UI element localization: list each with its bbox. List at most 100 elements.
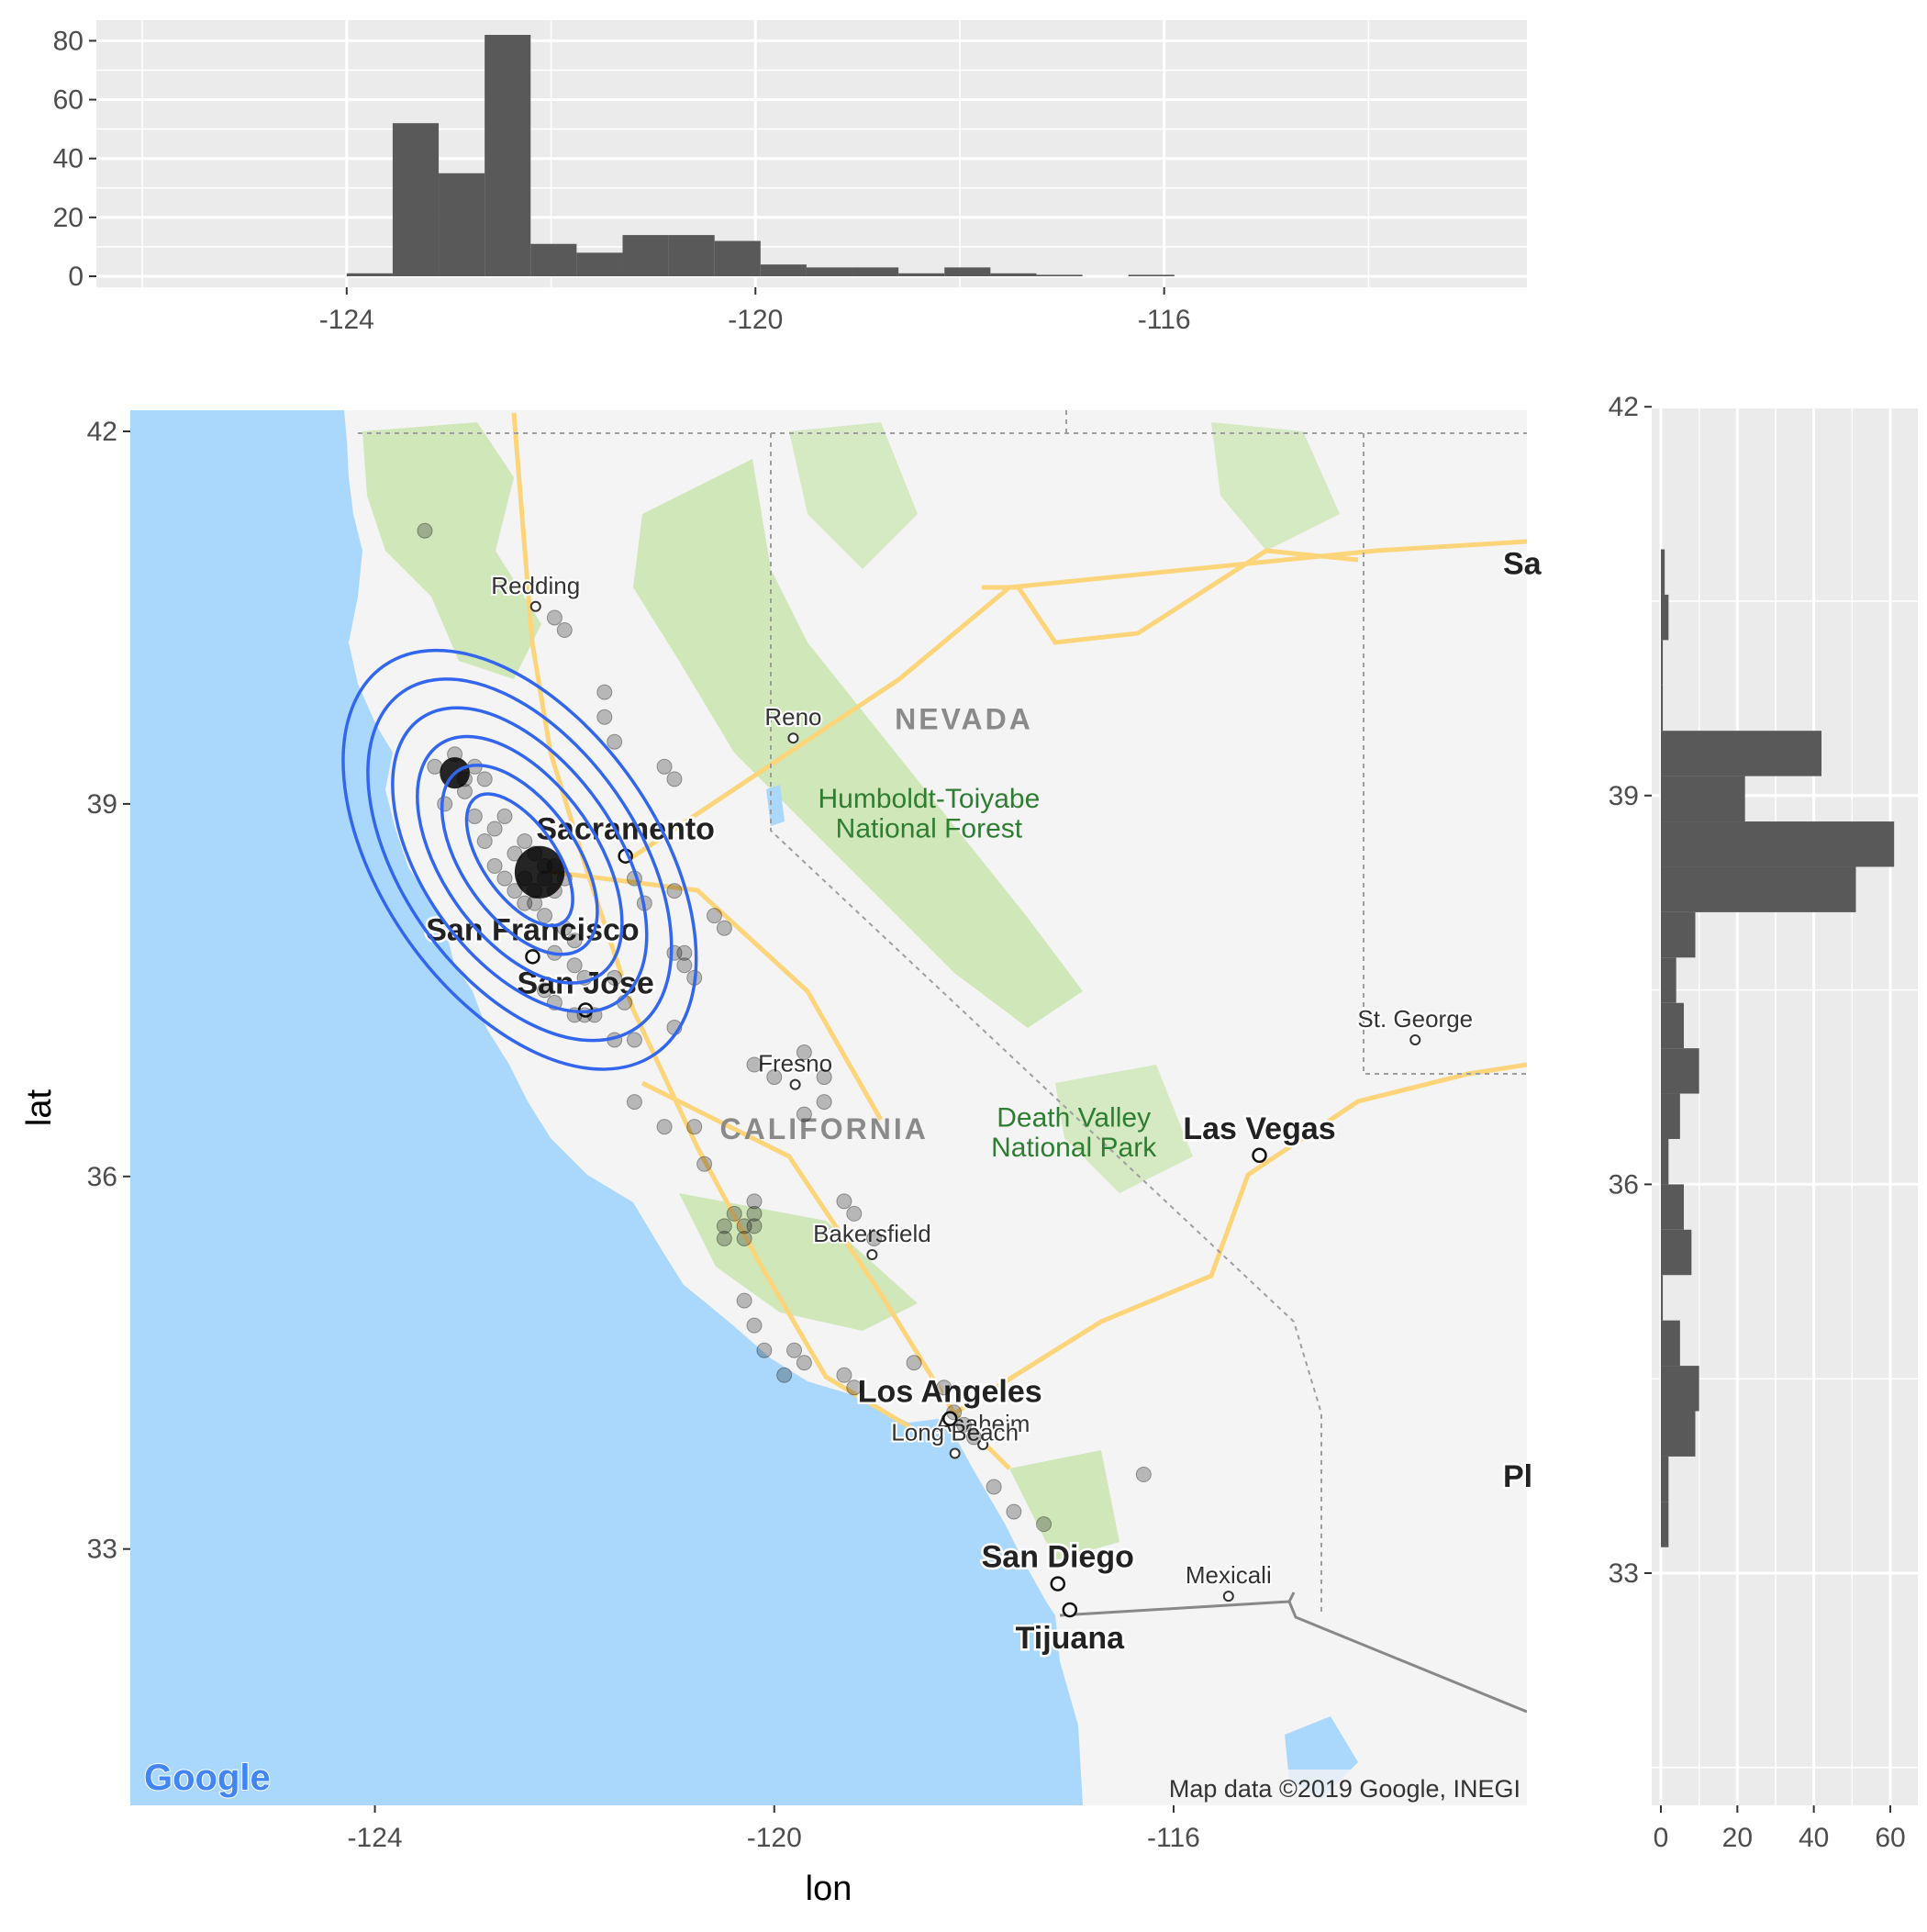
city-label: Mexicali: [1186, 1561, 1272, 1589]
data-point: [476, 832, 493, 849]
data-point: [706, 908, 722, 924]
y-tick-label: 36: [1609, 1169, 1639, 1200]
data-point: [796, 1106, 812, 1122]
data-point: [746, 1193, 763, 1210]
city-label: Redding: [491, 572, 580, 599]
data-point: [656, 758, 673, 775]
park-label: National Park: [991, 1133, 1157, 1163]
y-tick-label: 33: [87, 1535, 117, 1565]
city-label: St. George: [1357, 1005, 1473, 1033]
data-point: [496, 808, 513, 824]
data-point: [676, 957, 693, 974]
data-point: [476, 771, 493, 787]
city-label: Los Angeles: [858, 1375, 1042, 1410]
data-point: [517, 832, 533, 849]
top-histogram: 0 20 40 60 80 -124 -120 -116: [53, 20, 1527, 335]
x-tick-label: -120: [747, 1823, 802, 1853]
data-point: [716, 1230, 732, 1246]
y-tick-label: 39: [1609, 781, 1639, 811]
x-tick-label: 20: [1722, 1823, 1753, 1853]
density-contour: [366, 677, 674, 1043]
city-marker: [789, 1078, 801, 1090]
histogram-bar: [1661, 866, 1856, 912]
map-labels: NEVADACALIFORNIAHumboldt-ToiyabeNational…: [424, 544, 1544, 1658]
city-marker: [1062, 1602, 1078, 1618]
histogram-bar: [1661, 594, 1669, 641]
x-tick-label: -124: [319, 305, 374, 335]
city-label: San Francisco: [426, 912, 639, 947]
histogram-bar: [1661, 549, 1665, 595]
histogram-bar: [1661, 1275, 1664, 1321]
histogram-bar: [1661, 1093, 1680, 1139]
data-point: [846, 1379, 863, 1396]
map-ticks: -124 -120 -116 33 36 39 42: [87, 417, 1200, 1853]
data-point: [556, 621, 573, 638]
y-tick-label: 20: [53, 203, 84, 233]
density-contour: [341, 648, 698, 1071]
park-label: Death Valley: [997, 1103, 1151, 1134]
data-point: [965, 1429, 982, 1446]
histogram-bar: [439, 173, 485, 276]
city-marker: [1050, 1576, 1066, 1591]
data-point: [776, 1367, 793, 1383]
data-point: [796, 1355, 812, 1371]
data-point: [736, 1230, 752, 1246]
greenery-east: [789, 422, 1340, 1193]
x-tick-label: 40: [1799, 1823, 1829, 1853]
y-tick-label: 80: [53, 26, 84, 56]
density-contour: [464, 792, 574, 928]
data-point: [596, 709, 613, 725]
y-tick-label: 0: [68, 262, 84, 292]
park-label: National Forest: [836, 813, 1023, 843]
data-point: [786, 1342, 803, 1358]
park-label: Humboldt-Toiyabe: [819, 784, 1041, 814]
histogram-bar: [392, 123, 440, 276]
city-marker: [977, 1439, 989, 1451]
histogram-bar: [990, 273, 1037, 276]
city-marker: [866, 1249, 878, 1261]
city-marker: [525, 949, 540, 965]
data-point: [716, 1218, 732, 1234]
data-point: [626, 1032, 642, 1048]
y-tick-label: 60: [53, 85, 84, 116]
data-point: [466, 808, 483, 824]
right-histogram-ticks: 0 20 40 60 33 36 39 42: [1609, 392, 1906, 1853]
histogram-bar: [1661, 957, 1676, 1003]
city-marker: [529, 600, 541, 612]
data-point: [626, 1094, 642, 1111]
histogram-bar: [1661, 1138, 1669, 1185]
city-marker: [787, 732, 799, 744]
histogram-bar: [1661, 776, 1745, 822]
histogram-bar: [898, 273, 945, 276]
histogram-bar: [852, 267, 899, 276]
data-point: [417, 522, 433, 539]
map-attribution: Map data ©2019 Google, INEGI: [1169, 1775, 1520, 1803]
histogram-bar: [1036, 274, 1083, 276]
histogram-bar: [714, 240, 761, 276]
google-logo: Google: [143, 1757, 272, 1799]
histogram-bar: [1661, 911, 1696, 958]
data-point: [746, 1056, 763, 1073]
data-point: [607, 969, 623, 986]
data-point: [986, 1479, 1002, 1495]
data-point: [955, 1416, 972, 1433]
x-tick-label: -116: [1147, 1823, 1200, 1853]
data-point: [746, 1218, 763, 1234]
histogram-bar: [1661, 1366, 1699, 1412]
histogram-bar: [1661, 1048, 1699, 1094]
dense-point-cluster: [514, 845, 565, 899]
data-point: [836, 1193, 852, 1210]
density-contours: [341, 648, 698, 1071]
x-tick-label: -124: [348, 1823, 403, 1853]
y-axis-title: lat: [20, 1089, 59, 1126]
histogram-bar: [1661, 640, 1664, 686]
data-point: [746, 1317, 763, 1334]
data-point: [656, 1119, 673, 1135]
city-label: Bakersfield: [813, 1220, 931, 1247]
city-label: San Jose: [517, 966, 653, 1000]
borders: [358, 410, 1527, 1615]
state-label: CALIFORNIA: [720, 1112, 929, 1145]
top-histogram-grid: [96, 20, 1527, 287]
data-point: [507, 883, 523, 899]
